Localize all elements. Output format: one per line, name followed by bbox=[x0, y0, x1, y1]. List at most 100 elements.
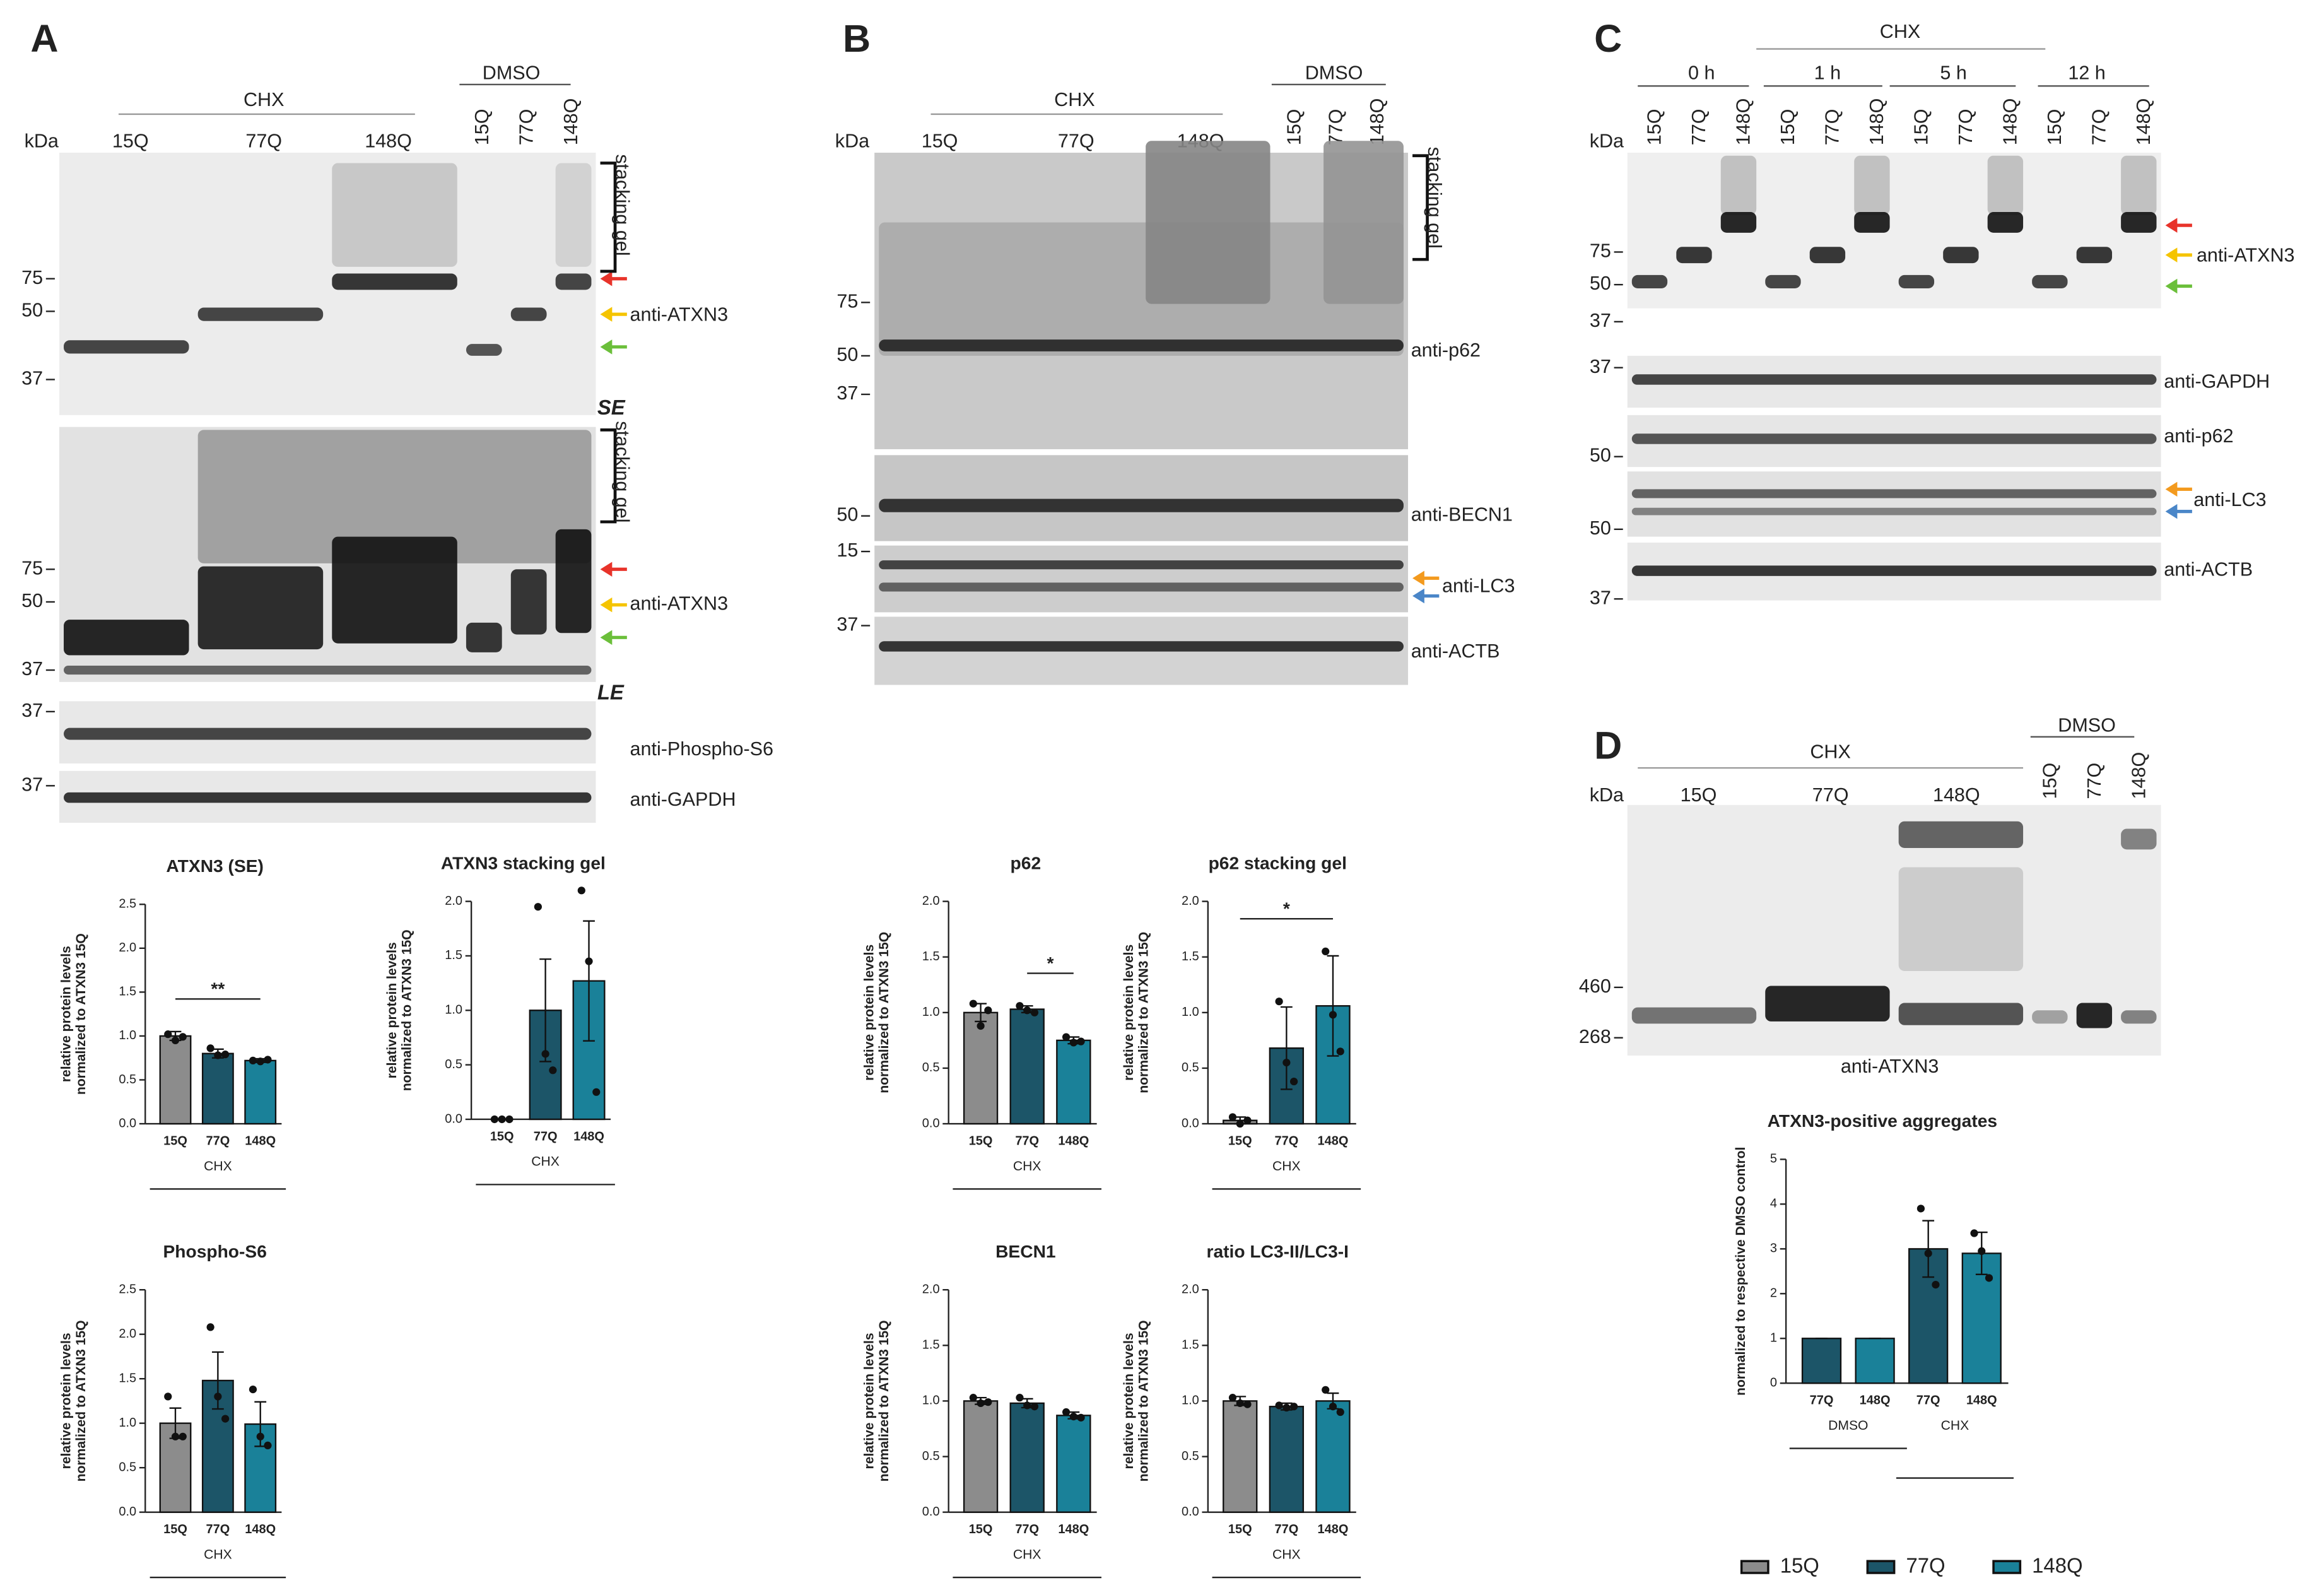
lane-label: 148Q bbox=[560, 98, 582, 146]
data-point bbox=[264, 1056, 272, 1064]
y-tick-label: 0.0 bbox=[1182, 1116, 1199, 1130]
legend-swatch bbox=[1740, 1560, 1769, 1574]
antibody-label: anti-ACTB bbox=[1411, 640, 1500, 662]
data-point bbox=[1077, 1037, 1085, 1045]
panel-letter: A bbox=[30, 17, 58, 60]
band bbox=[332, 163, 457, 267]
time-label: 12 h bbox=[2068, 62, 2105, 84]
group-label: 148Q bbox=[365, 131, 412, 152]
legend-label: 148Q bbox=[2032, 1553, 2082, 1577]
lane-label: 15Q bbox=[2044, 109, 2065, 146]
data-point bbox=[1289, 1403, 1298, 1411]
band bbox=[1898, 867, 2024, 972]
y-tick-label: 2 bbox=[1770, 1287, 1777, 1300]
kda-marker: 50 bbox=[21, 299, 43, 321]
y-axis-label: relative protein levels bbox=[1122, 945, 1136, 1081]
stacking-bracket bbox=[600, 162, 617, 273]
band bbox=[1854, 212, 1890, 233]
chart-title: p62 stacking gel bbox=[1209, 852, 1347, 873]
group-label: CHX bbox=[1941, 1418, 1969, 1433]
kda-marker: 37 bbox=[1590, 310, 1611, 331]
kda-marker: 75 bbox=[836, 290, 858, 312]
arrow-head bbox=[600, 271, 613, 286]
chart-title: ATXN3-positive aggregates bbox=[1768, 1110, 1997, 1131]
y-tick-label: 0.0 bbox=[1182, 1505, 1199, 1519]
band bbox=[2076, 247, 2113, 264]
y-tick-label: 2.0 bbox=[1182, 1282, 1199, 1296]
bar bbox=[1269, 1406, 1305, 1513]
y-axis-label: normalized to ATXN3 15Q bbox=[400, 929, 414, 1091]
x-tick-label: 15Q bbox=[1228, 1134, 1252, 1148]
y-tick-label: 1.5 bbox=[445, 948, 462, 962]
band bbox=[64, 620, 189, 656]
arrow-head bbox=[600, 630, 613, 645]
arrow-head bbox=[2165, 481, 2178, 497]
data-point bbox=[1978, 1247, 1986, 1256]
kda-marker: 50 bbox=[1590, 445, 1611, 466]
antibody-label: anti-ATXN3 bbox=[630, 304, 729, 326]
y-tick-label: 1.5 bbox=[1182, 1338, 1199, 1352]
y-axis-label: relative protein levels bbox=[385, 942, 399, 1078]
y-tick-label: 2.5 bbox=[119, 1282, 136, 1296]
band bbox=[879, 222, 1404, 356]
band bbox=[879, 582, 1404, 592]
error-bar bbox=[583, 920, 595, 1042]
time-label: 0 h bbox=[1688, 62, 1715, 84]
chart-title: Phospho-S6 bbox=[163, 1241, 266, 1261]
data-point bbox=[179, 1432, 187, 1440]
band bbox=[332, 273, 457, 290]
x-tick-label: 77Q bbox=[206, 1134, 230, 1148]
data-point bbox=[1077, 1413, 1085, 1422]
lane-label: 15Q bbox=[1910, 109, 1932, 146]
kda-marker: 37 bbox=[836, 382, 858, 404]
data-point bbox=[1322, 1386, 1330, 1394]
data-point bbox=[249, 1385, 257, 1394]
bar bbox=[159, 1035, 192, 1125]
treatment-label: CHX bbox=[244, 89, 284, 110]
x-tick-label: 77Q bbox=[1274, 1134, 1298, 1148]
y-tick-label: 0.5 bbox=[119, 1073, 136, 1086]
kda-label: kDa bbox=[1590, 784, 1624, 806]
stacking-label: stacking gel bbox=[611, 154, 633, 256]
y-tick-label: 1.5 bbox=[119, 985, 136, 999]
data-point bbox=[214, 1051, 222, 1059]
antibody-label: anti-GAPDH bbox=[2164, 370, 2270, 392]
band bbox=[2121, 828, 2157, 850]
x-tick-label: 148Q bbox=[245, 1522, 276, 1536]
band bbox=[197, 430, 592, 563]
y-tick-label: 1.0 bbox=[922, 1394, 940, 1408]
data-point bbox=[1016, 1002, 1024, 1010]
x-tick-label: 148Q bbox=[1966, 1394, 1997, 1408]
y-axis-label: normalized to ATXN3 15Q bbox=[74, 933, 88, 1095]
chart-title: ATXN3 (SE) bbox=[166, 856, 264, 876]
data-point bbox=[1030, 1008, 1039, 1016]
legend-swatch bbox=[1992, 1560, 2022, 1574]
group-label: 148Q bbox=[1933, 784, 1980, 806]
antibody-label: anti-ATXN3 bbox=[1841, 1056, 1939, 1077]
band bbox=[1323, 141, 1404, 304]
band bbox=[332, 536, 457, 644]
band bbox=[1631, 1007, 1757, 1024]
y-tick-label: 0.0 bbox=[922, 1505, 940, 1519]
kda-marker: 37 bbox=[1590, 356, 1611, 377]
bar bbox=[1223, 1400, 1258, 1513]
time-label: 1 h bbox=[1814, 62, 1841, 84]
data-point bbox=[1322, 947, 1330, 955]
lane-label: 148Q bbox=[1866, 98, 1887, 146]
band bbox=[64, 340, 189, 354]
y-axis-label: relative protein levels bbox=[1122, 1333, 1136, 1469]
kda-marker: 50 bbox=[1590, 273, 1611, 294]
lane-label: 77Q bbox=[1688, 109, 1710, 146]
error-bar bbox=[1922, 1220, 1935, 1278]
lane-label: 148Q bbox=[2128, 752, 2150, 799]
x-tick-label: 77Q bbox=[1810, 1394, 1834, 1408]
data-point bbox=[214, 1393, 222, 1401]
group-label: 15Q bbox=[1681, 784, 1717, 806]
group-label: 77Q bbox=[245, 131, 282, 152]
data-point bbox=[1916, 1204, 1925, 1213]
arrow-head bbox=[600, 339, 613, 355]
control-label: DMSO bbox=[2058, 714, 2116, 736]
lane-label: 148Q bbox=[2133, 98, 2154, 146]
data-point bbox=[977, 1022, 985, 1030]
band bbox=[1943, 247, 1979, 264]
